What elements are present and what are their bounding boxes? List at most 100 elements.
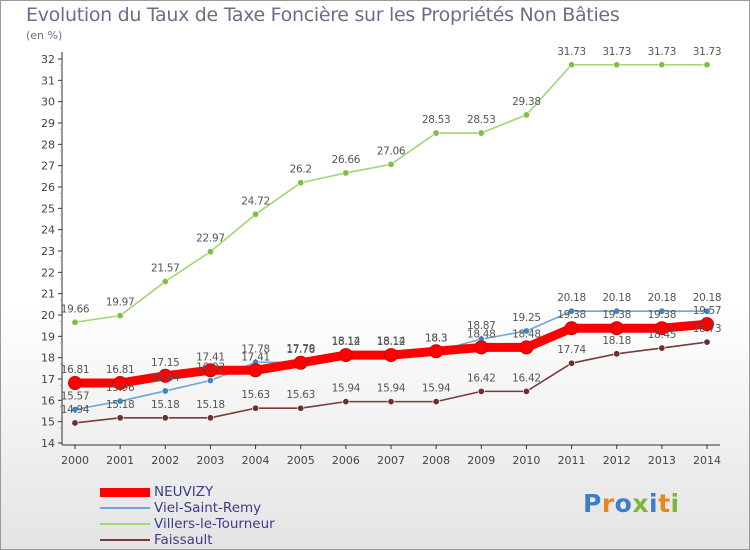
data-label: 17.41 [196, 351, 225, 363]
x-tick-label: 2011 [558, 454, 586, 467]
data-label: 15.63 [241, 389, 270, 401]
y-tick-label: 19 [41, 330, 55, 343]
data-label: 19.66 [61, 303, 90, 315]
data-label: 26.66 [332, 154, 361, 166]
data-point [297, 404, 305, 412]
x-tick-label: 2005 [287, 454, 315, 467]
data-point [703, 61, 711, 69]
data-point [116, 414, 124, 422]
labels-faissault: 14.94 15.18 15.18 15.18 15.63 15.63 15.94 15.94… [61, 323, 722, 416]
data-label: 31.73 [648, 46, 677, 58]
data-label: 15.94 [377, 383, 406, 395]
series-line [74, 63, 708, 324]
data-point [654, 321, 669, 336]
data-point [252, 210, 260, 218]
data-label: 19.25 [512, 312, 541, 324]
x-tick-label: 2014 [693, 454, 721, 467]
data-point [71, 318, 79, 326]
data-label: 18.3 [425, 332, 447, 344]
y-tick-label: 23 [41, 245, 55, 258]
y-tick-label: 30 [41, 96, 55, 109]
data-label: 16.42 [467, 372, 496, 384]
data-point [568, 359, 576, 367]
legend-label: Viel-Saint-Remy [154, 500, 262, 516]
y-tick-label: 21 [41, 288, 55, 301]
data-label: 18.3 [425, 332, 447, 344]
data-point [71, 406, 79, 414]
data-point [613, 307, 621, 315]
data-point [203, 363, 218, 378]
data-point [474, 340, 489, 355]
y-tick-label: 28 [41, 138, 55, 151]
data-label: 18.18 [602, 335, 631, 347]
y-tick-label: 31 [41, 74, 55, 87]
data-label: 15.18 [196, 399, 225, 411]
data-point [161, 387, 169, 395]
x-tick-label: 2012 [603, 454, 631, 467]
x-tick-label: 2002 [151, 454, 179, 467]
data-point [113, 376, 128, 391]
data-label: 24.72 [241, 195, 270, 207]
data-point [116, 312, 124, 320]
x-tick-label: 2004 [242, 454, 270, 467]
data-label: 20.18 [693, 292, 722, 304]
data-label: 31.73 [557, 46, 586, 58]
data-label: 16.42 [512, 372, 541, 384]
data-label: 28.53 [467, 114, 496, 126]
legend-swatch [100, 523, 150, 525]
series-neuvizy [68, 317, 714, 391]
y-tick-label: 26 [41, 181, 55, 194]
y-tick-label: 18 [41, 352, 55, 365]
data-point [568, 307, 576, 315]
data-label: 17.41 [241, 351, 270, 363]
data-point [297, 179, 305, 187]
x-tick-label: 2003 [196, 454, 224, 467]
data-label: 18.14 [332, 336, 361, 348]
data-point [387, 398, 395, 406]
data-label: 19.38 [602, 309, 631, 321]
labels-viel-saint-remy: 15.57 15.96 16.44 16.93 17.78 17.79 18.14 18.14… [61, 292, 722, 402]
data-point [206, 414, 214, 422]
data-point [564, 321, 579, 336]
data-point [703, 338, 711, 346]
data-label: 15.18 [106, 399, 135, 411]
data-point [293, 355, 308, 370]
data-point [342, 398, 350, 406]
data-point [609, 321, 624, 336]
chart-subtitle: (en %) [26, 29, 63, 42]
data-label: 18.14 [377, 336, 406, 348]
data-label: 14.94 [61, 404, 90, 416]
data-label: 21.57 [151, 263, 180, 275]
y-tick-label: 17 [41, 373, 55, 386]
data-point [384, 348, 398, 363]
data-label: 16.81 [106, 364, 135, 376]
legend-label: Faissault [154, 532, 213, 548]
data-point [568, 61, 576, 69]
data-point [658, 344, 666, 352]
data-point [161, 414, 169, 422]
chart-title: Evolution du Taux de Taxe Foncière sur l… [26, 4, 620, 26]
series-villers-le-tourneur [71, 61, 711, 326]
data-label: 27.06 [377, 145, 406, 157]
data-label: 26.2 [290, 164, 312, 176]
data-label: 17.76 [286, 344, 315, 356]
data-label: 18.48 [467, 328, 496, 340]
x-tick-label: 2013 [648, 454, 676, 467]
data-point [158, 368, 173, 383]
data-point [68, 376, 82, 391]
y-tick-label: 15 [41, 416, 55, 429]
y-tick-label: 24 [41, 224, 55, 237]
data-point [387, 160, 395, 168]
series-faissault [71, 338, 711, 427]
data-point [613, 61, 621, 69]
data-point [477, 129, 485, 137]
data-point [248, 363, 263, 378]
data-label: 28.53 [422, 114, 451, 126]
data-point [658, 307, 666, 315]
data-point [522, 387, 530, 395]
data-label: 17.79 [286, 343, 315, 355]
data-label: 29.38 [512, 96, 541, 108]
x-tick-label: 2007 [377, 454, 405, 467]
data-point [116, 397, 124, 405]
